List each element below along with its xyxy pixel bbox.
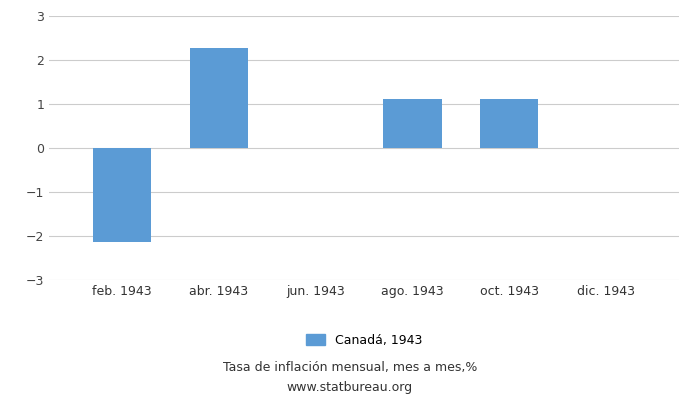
Text: Tasa de inflación mensual, mes a mes,%: Tasa de inflación mensual, mes a mes,%	[223, 362, 477, 374]
Bar	[384, 99, 442, 148]
Text: www.statbureau.org: www.statbureau.org	[287, 382, 413, 394]
Bar	[480, 99, 538, 148]
Bar	[92, 148, 150, 242]
Bar	[190, 48, 248, 148]
Legend: Canadá, 1943: Canadá, 1943	[306, 334, 422, 347]
